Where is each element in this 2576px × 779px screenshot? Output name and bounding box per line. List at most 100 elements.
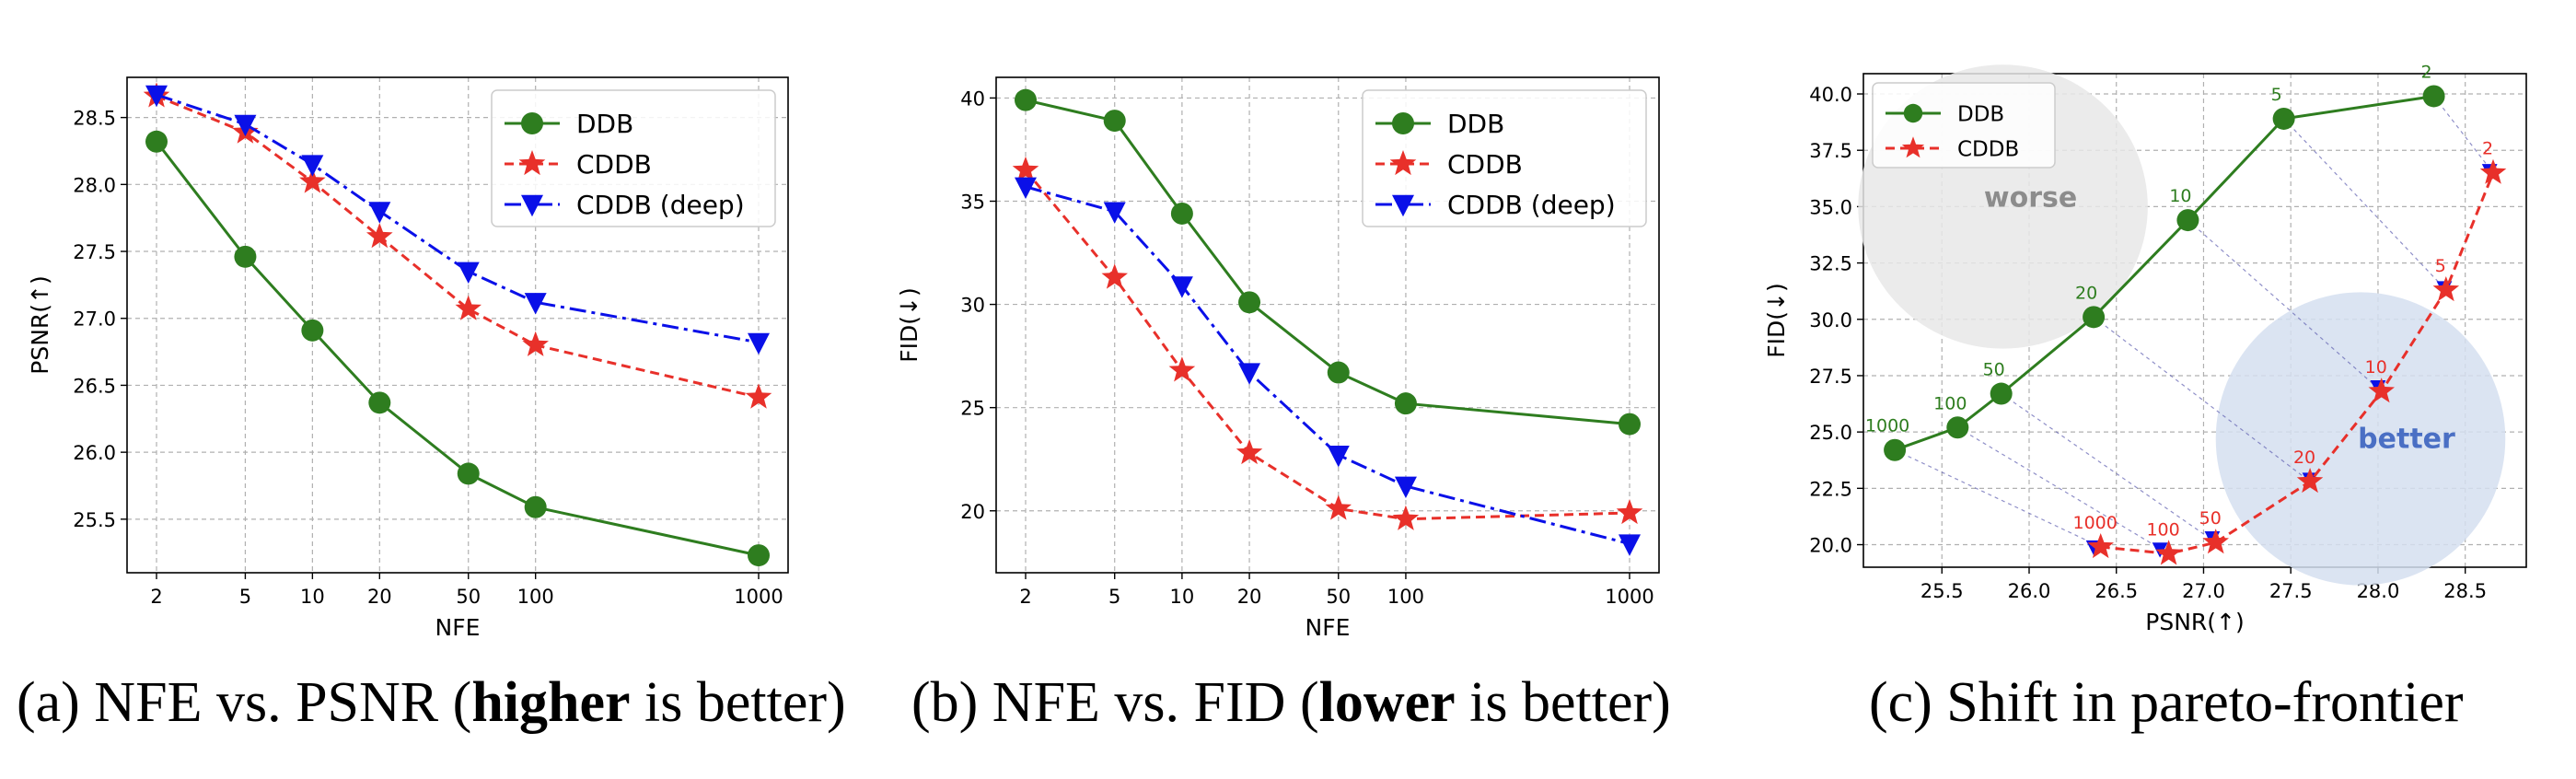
plot-frame bbox=[995, 76, 1660, 574]
x-tick-label: 5 bbox=[239, 586, 251, 608]
point-label-ddb: 2 bbox=[2421, 62, 2432, 82]
data-point-cddb-deep bbox=[145, 85, 168, 108]
y-axis-label: FID(↓) bbox=[1763, 283, 1790, 357]
x-tick-label: 100 bbox=[1387, 586, 1424, 608]
data-point-cddb bbox=[1168, 356, 1196, 382]
region-better bbox=[2215, 292, 2506, 586]
legend-marker-cddb bbox=[1389, 150, 1417, 176]
legend-box bbox=[491, 89, 776, 227]
data-point-ddb bbox=[748, 544, 770, 567]
data-point-cddb-deep bbox=[368, 202, 391, 224]
x-tick-label: 10 bbox=[1170, 586, 1195, 608]
shift-connector bbox=[2187, 219, 2383, 392]
legend-label-ddb: DDB bbox=[576, 109, 633, 139]
x-tick-label: 1000 bbox=[1605, 586, 1654, 608]
shift-connector bbox=[2093, 316, 2311, 483]
pareto-point-cddb bbox=[2368, 378, 2395, 403]
legend-marker-cddb-deep bbox=[521, 194, 543, 217]
data-point-ddb bbox=[1327, 361, 1350, 384]
data-point-ddb bbox=[524, 495, 547, 518]
data-point-cddb bbox=[455, 295, 482, 320]
data-point-ddb bbox=[301, 319, 324, 342]
point-label-ddb: 50 bbox=[1983, 360, 2005, 380]
x-tick-label: 2 bbox=[1019, 586, 1031, 608]
region-label-worse: worse bbox=[1984, 181, 2077, 214]
data-point-ddb bbox=[1103, 110, 1126, 133]
point-label-cddb: 50 bbox=[2199, 508, 2222, 529]
y-tick-label: 25.0 bbox=[1809, 422, 1852, 444]
caption-a-pre: (a) NFE vs. PSNR ( bbox=[17, 671, 472, 734]
pareto-point-ddb bbox=[2272, 107, 2295, 130]
y-tick-label: 20.0 bbox=[1809, 535, 1852, 557]
point-label-ddb: 5 bbox=[2271, 85, 2282, 105]
pareto-point-cddb bbox=[2087, 533, 2114, 559]
point-label-ddb: 20 bbox=[2075, 283, 2097, 303]
data-point-cddb-deep bbox=[1394, 476, 1417, 499]
y-tick-label: 35.0 bbox=[1809, 196, 1852, 218]
data-point-cddb-deep bbox=[1170, 276, 1193, 298]
region-label-better: better bbox=[2358, 423, 2455, 455]
y-tick-label: 27.5 bbox=[1809, 366, 1852, 388]
y-tick-label: 27.5 bbox=[73, 241, 116, 263]
data-point-cddb bbox=[1392, 505, 1420, 530]
x-axis-label: NFE bbox=[1305, 614, 1351, 641]
y-tick-label: 40 bbox=[960, 87, 985, 110]
y-tick-label: 28.5 bbox=[73, 108, 116, 130]
point-label-cddb: 10 bbox=[2365, 357, 2387, 378]
panel-c-pareto-chart: 20.0 22.5 25.0 27.5 30.0 32.5 35.0 37.5 40.0 25.5… bbox=[1763, 62, 2527, 635]
legend-marker-ddb bbox=[1392, 112, 1414, 134]
x-tick-label: 50 bbox=[456, 586, 481, 608]
data-point-ddb bbox=[1619, 413, 1641, 436]
panel-a-psnr-chart: 25.5 26.0 26.5 27.0 27.5 28.0 28.5 2 5 10 20 50 100 1… bbox=[27, 76, 789, 641]
plot-frame bbox=[126, 76, 789, 574]
x-tick-label: 26.0 bbox=[2008, 580, 2051, 602]
data-point-ddb bbox=[1394, 392, 1417, 415]
data-point-cddb-deep bbox=[1103, 202, 1126, 224]
x-tick-label: 10 bbox=[300, 586, 325, 608]
legend-marker-cddb bbox=[518, 150, 546, 176]
y-tick-label: 27.0 bbox=[73, 308, 116, 331]
caption-a-bold: higher bbox=[471, 671, 631, 734]
data-point-cddb-deep bbox=[234, 114, 257, 137]
data-point-cddb bbox=[1101, 263, 1128, 289]
shift-connector bbox=[1894, 449, 2101, 548]
caption-a-post: is better) bbox=[630, 671, 846, 734]
x-tick-label: 25.5 bbox=[1920, 580, 1964, 602]
caption-c: (c) Shift in pareto-frontier bbox=[1869, 670, 2464, 736]
x-tick-label: 20 bbox=[1237, 586, 1262, 608]
data-point-ddb bbox=[1238, 291, 1261, 314]
data-point-cddb bbox=[366, 223, 393, 249]
legend-marker-cddb bbox=[1901, 136, 1925, 158]
y-tick-label: 37.5 bbox=[1809, 140, 1852, 162]
point-label-cddb: 2 bbox=[2482, 139, 2493, 159]
x-tick-label: 1000 bbox=[734, 586, 783, 608]
y-tick-label: 26.5 bbox=[73, 375, 116, 397]
legend-marker-cddb-deep bbox=[1392, 194, 1414, 217]
legend-marker-ddb bbox=[1903, 103, 1923, 123]
shift-connector bbox=[2283, 118, 2447, 291]
y-tick-label: 26.0 bbox=[73, 442, 116, 464]
x-tick-label: 27.0 bbox=[2182, 580, 2225, 602]
data-point-cddb-deep bbox=[1327, 446, 1350, 468]
data-point-ddb bbox=[1015, 88, 1037, 111]
x-tick-label: 26.5 bbox=[2094, 580, 2138, 602]
y-axis-label: PSNR(↑) bbox=[27, 275, 53, 374]
shift-connector bbox=[2433, 96, 2494, 174]
x-tick-label: 50 bbox=[1326, 586, 1351, 608]
y-tick-label: 30.0 bbox=[1809, 309, 1852, 331]
caption-b-bold: lower bbox=[1318, 671, 1456, 734]
data-point-ddb bbox=[368, 391, 391, 414]
point-label-ddb: 10 bbox=[2169, 186, 2191, 206]
data-point-cddb bbox=[1616, 499, 1643, 525]
y-tick-label: 20 bbox=[960, 501, 985, 523]
y-tick-label: 30 bbox=[960, 295, 985, 317]
data-point-cddb-deep bbox=[301, 155, 324, 177]
data-point-cddb bbox=[1325, 494, 1352, 520]
y-axis-label: FID(↓) bbox=[896, 287, 922, 362]
pareto-point-cddb bbox=[2296, 468, 2324, 494]
pareto-point-ddb bbox=[1884, 438, 1907, 461]
pareto-point-cddb bbox=[2155, 540, 2182, 565]
data-point-cddb bbox=[522, 331, 549, 356]
data-point-ddb bbox=[1170, 202, 1193, 225]
pareto-point-cddb bbox=[2202, 529, 2229, 554]
